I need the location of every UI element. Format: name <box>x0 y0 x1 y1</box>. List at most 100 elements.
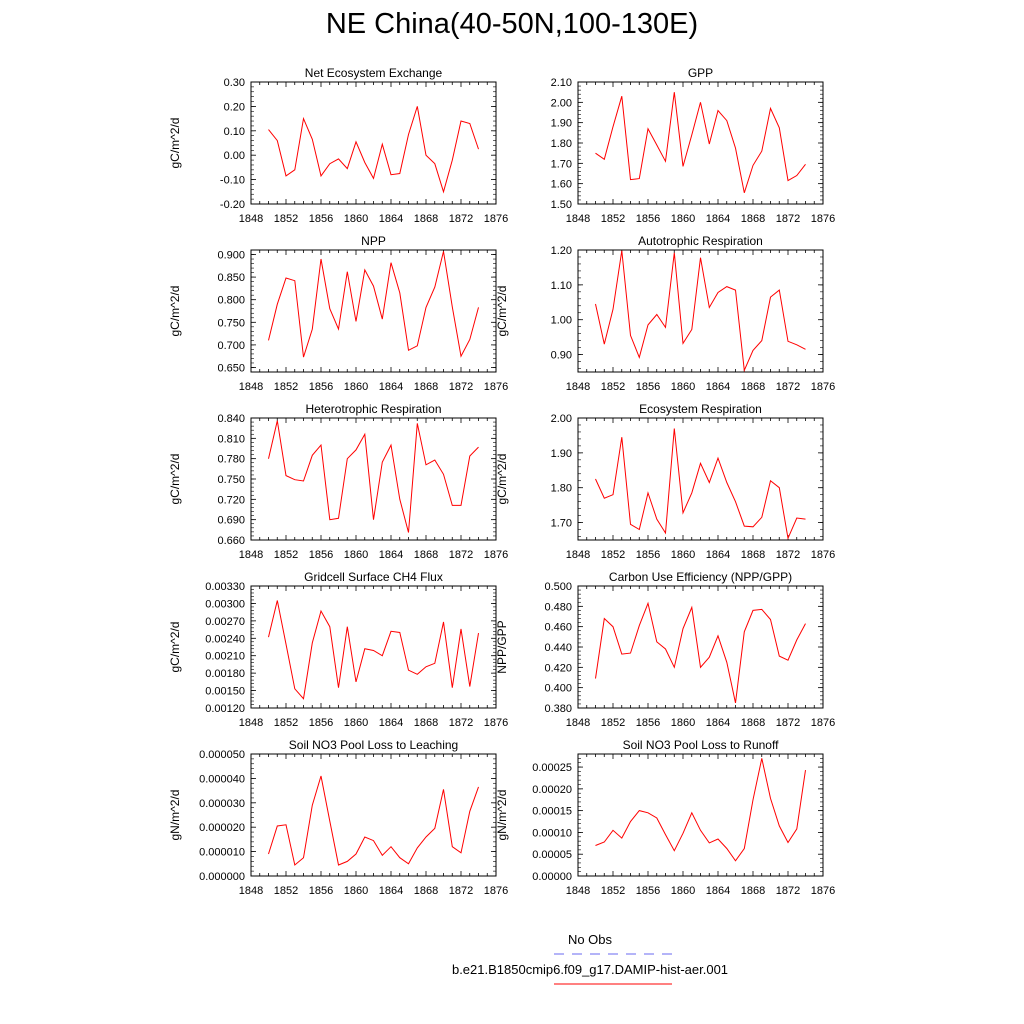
x-tick-label: 1864 <box>379 381 403 393</box>
x-tick-label: 1876 <box>811 549 835 561</box>
plot-frame <box>250 585 497 709</box>
plot-frame <box>577 249 824 373</box>
x-tick-label: 1868 <box>741 549 765 561</box>
x-tick-label: 1848 <box>239 213 263 225</box>
series-line-model <box>595 758 806 862</box>
y-tick-label: 0.750 <box>217 317 245 329</box>
x-tick-label: 1856 <box>636 717 660 729</box>
y-tick-label: 0.850 <box>217 272 245 284</box>
x-tick-label: 1860 <box>671 213 695 225</box>
plot-frame <box>577 753 824 877</box>
legend-model-label: b.e21.B1850cmip6.f09_g17.DAMIP-hist-aer.… <box>451 962 729 977</box>
y-tick-label: 1.70 <box>551 158 572 170</box>
y-tick-label: 0.00005 <box>532 849 572 861</box>
chart-panel-carbon-use-efficiency-npp-gpp: Carbon Use Efficiency (NPP/GPP) NPP/GPP 18… <box>495 570 835 729</box>
y-tick-label: 0.000020 <box>199 822 245 834</box>
x-tick-label: 1872 <box>449 717 473 729</box>
x-tick-label: 1864 <box>706 717 730 729</box>
y-tick-label: 0.90 <box>551 350 572 362</box>
x-tick-label: 1864 <box>706 381 730 393</box>
x-tick-label: 1860 <box>671 549 695 561</box>
y-tick-label: 0.00210 <box>205 651 245 663</box>
x-tick-label: 1872 <box>776 381 800 393</box>
y-axis-label: gC/m^2/d <box>168 118 182 169</box>
x-tick-label: 1872 <box>776 549 800 561</box>
x-tick-label: 1852 <box>274 549 298 561</box>
chart-title: Soil NO3 Pool Loss to Runoff <box>623 738 780 752</box>
y-tick-label: 0.10 <box>224 126 245 138</box>
y-tick-label: 0.460 <box>544 622 572 634</box>
x-tick-label: 1876 <box>484 381 508 393</box>
x-tick-label: 1852 <box>274 717 298 729</box>
x-tick-label: 1868 <box>741 717 765 729</box>
x-tick-label: 1856 <box>309 549 333 561</box>
x-tick-label: 1856 <box>309 885 333 897</box>
x-tick-label: 1864 <box>706 885 730 897</box>
series-line-model <box>268 600 479 700</box>
chart-title: Soil NO3 Pool Loss to Leaching <box>289 738 458 752</box>
y-tick-label: 0.000040 <box>199 773 245 785</box>
chart-title: Carbon Use Efficiency (NPP/GPP) <box>609 570 792 584</box>
x-tick-label: 1856 <box>309 717 333 729</box>
y-tick-label: 0.440 <box>544 642 572 654</box>
x-tick-label: 1876 <box>484 885 508 897</box>
x-tick-label: 1860 <box>344 381 368 393</box>
y-tick-label: -0.10 <box>220 175 245 187</box>
chart-panel-soil-no3-pool-loss-to-leaching: Soil NO3 Pool Loss to Leaching gN/m^2/d 18… <box>168 738 508 897</box>
x-tick-label: 1864 <box>379 549 403 561</box>
legend-obs-line <box>554 953 672 955</box>
y-tick-label: 0.000000 <box>199 871 245 883</box>
chart-panel-ecosystem-respiration: Ecosystem Respiration gC/m^2/d 1848 1852 185… <box>495 402 835 561</box>
x-tick-label: 1868 <box>414 213 438 225</box>
legend-model-line <box>554 983 672 985</box>
series-line-model <box>268 251 479 358</box>
x-tick-label: 1860 <box>344 717 368 729</box>
x-tick-label: 1872 <box>449 381 473 393</box>
x-tick-label: 1876 <box>811 717 835 729</box>
x-tick-label: 1848 <box>566 549 590 561</box>
y-tick-label: 0.380 <box>544 703 572 715</box>
x-tick-label: 1852 <box>274 213 298 225</box>
series-line-model <box>595 92 806 193</box>
y-tick-label: 1.60 <box>551 179 572 191</box>
chart-panel-gridcell-surface-ch4-flux: Gridcell Surface CH4 Flux gC/m^2/d 1848 185… <box>168 570 508 729</box>
y-tick-label: 0.20 <box>224 101 245 113</box>
x-tick-label: 1852 <box>601 381 625 393</box>
x-tick-label: 1848 <box>239 885 263 897</box>
x-tick-label: 1864 <box>706 549 730 561</box>
series-line-model <box>268 106 479 194</box>
y-tick-label: 0.00120 <box>205 703 245 715</box>
plot-frame <box>250 81 497 205</box>
y-tick-label: 0.00300 <box>205 598 245 610</box>
x-tick-label: 1876 <box>484 213 508 225</box>
series-line-model <box>595 601 806 704</box>
y-axis-label: gC/m^2/d <box>168 454 182 505</box>
y-tick-label: 1.10 <box>551 280 572 292</box>
y-axis-label: NPP/GPP <box>495 620 509 673</box>
y-tick-label: 0.00020 <box>532 784 572 796</box>
y-tick-label: 0.00000 <box>532 871 572 883</box>
x-tick-label: 1856 <box>636 213 660 225</box>
x-tick-label: 1848 <box>566 381 590 393</box>
chart-title: Autotrophic Respiration <box>638 234 763 248</box>
chart-panel-soil-no3-pool-loss-to-runoff: Soil NO3 Pool Loss to Runoff gN/m^2/d 1848… <box>495 738 835 897</box>
y-axis-label: gC/m^2/d <box>495 454 509 505</box>
x-tick-label: 1860 <box>344 885 368 897</box>
plot-frame <box>577 81 824 205</box>
plot-frame <box>250 249 497 373</box>
series-line-model <box>268 420 479 533</box>
x-tick-label: 1852 <box>601 717 625 729</box>
y-tick-label: 0.00025 <box>532 762 572 774</box>
y-tick-label: 0.30 <box>224 77 245 89</box>
y-tick-label: 0.480 <box>544 601 572 613</box>
y-tick-label: 2.00 <box>551 413 572 425</box>
x-tick-label: 1868 <box>414 885 438 897</box>
chart-title: Net Ecosystem Exchange <box>305 66 443 80</box>
x-tick-label: 1848 <box>566 213 590 225</box>
plot-frame <box>577 585 824 709</box>
chart-panel-npp: NPP gC/m^2/d 1848 1852 1856 1860 1864 1868 1872 1… <box>168 234 508 393</box>
y-tick-label: 1.70 <box>551 518 572 530</box>
y-tick-label: 0.660 <box>217 535 245 547</box>
y-tick-label: 0.650 <box>217 362 245 374</box>
